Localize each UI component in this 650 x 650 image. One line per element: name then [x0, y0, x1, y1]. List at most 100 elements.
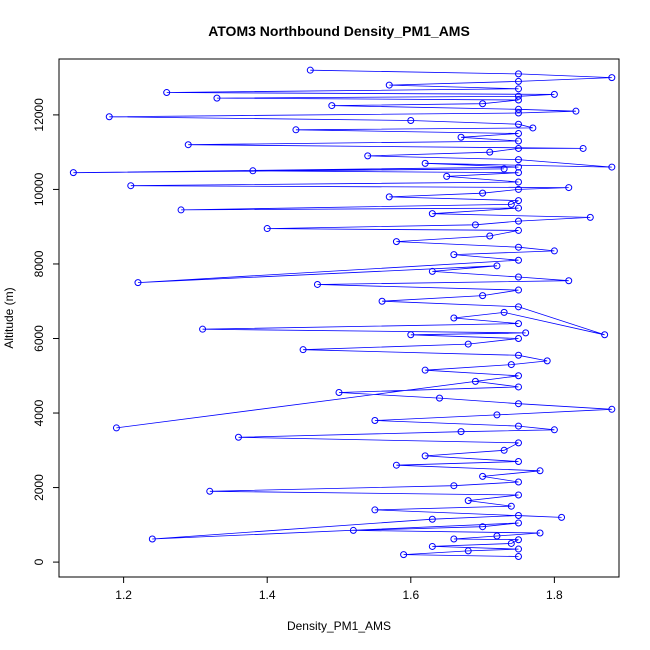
- data-point: [407, 331, 415, 339]
- data-point: [550, 426, 558, 434]
- data-point: [514, 156, 522, 164]
- data-point: [507, 539, 515, 547]
- data-point: [493, 532, 501, 540]
- data-point: [148, 535, 156, 543]
- data-point: [514, 372, 522, 380]
- data-point: [392, 238, 400, 246]
- data-point: [306, 66, 314, 74]
- data-point: [608, 405, 616, 413]
- data-point: [514, 70, 522, 78]
- data-point: [514, 383, 522, 391]
- data-point: [479, 100, 487, 108]
- data-point: [514, 197, 522, 205]
- data-point: [572, 107, 580, 115]
- data-point: [514, 400, 522, 408]
- data-point: [112, 424, 120, 432]
- data-point: [407, 116, 415, 124]
- data-point: [479, 292, 487, 300]
- data-point: [299, 346, 307, 354]
- data-point: [514, 256, 522, 264]
- data-point: [464, 497, 472, 505]
- data-point: [213, 94, 221, 102]
- data-point: [507, 502, 515, 510]
- data-point: [514, 334, 522, 342]
- data-point: [471, 377, 479, 385]
- y-tick-label: 4000: [32, 399, 46, 426]
- y-axis-label: Altitude (m): [2, 287, 16, 348]
- data-point: [514, 120, 522, 128]
- data-point: [514, 512, 522, 520]
- data-point: [378, 297, 386, 305]
- data-point: [608, 74, 616, 82]
- data-point: [134, 279, 142, 287]
- data-point: [263, 225, 271, 233]
- data-point: [199, 325, 207, 333]
- data-point: [536, 467, 544, 475]
- y-axis: 0 2000 4000 6000 8000 10000 12000: [32, 98, 60, 565]
- data-point: [249, 167, 257, 175]
- data-point: [514, 478, 522, 486]
- data-point: [514, 92, 522, 100]
- data-point: [163, 89, 171, 97]
- data-point: [522, 329, 530, 337]
- x-tick-label: 1.4: [259, 588, 276, 602]
- data-point: [371, 506, 379, 514]
- data-point: [579, 144, 587, 152]
- data-point: [177, 206, 185, 214]
- data-point: [514, 130, 522, 138]
- data-point: [608, 163, 616, 171]
- data-point: [514, 286, 522, 294]
- data-point: [514, 273, 522, 281]
- data-point: [421, 159, 429, 167]
- data-point: [550, 90, 558, 98]
- data-point: [443, 172, 451, 180]
- data-point: [493, 262, 501, 270]
- data-point: [428, 542, 436, 550]
- data-point: [479, 523, 487, 531]
- data-point: [514, 105, 522, 113]
- data-point: [565, 277, 573, 285]
- x-axis-label: Density_PM1_AMS: [287, 619, 391, 633]
- data-point: [514, 85, 522, 93]
- data-point: [514, 137, 522, 145]
- y-tick-label: 8000: [32, 250, 46, 277]
- data-point: [464, 340, 472, 348]
- y-tick-label: 10000: [32, 172, 46, 206]
- x-tick-label: 1.8: [546, 588, 563, 602]
- data-point: [514, 243, 522, 251]
- data-point: [514, 163, 522, 171]
- data-point: [514, 204, 522, 212]
- data-point: [400, 551, 408, 559]
- x-tick-label: 1.2: [115, 588, 132, 602]
- data-point: [457, 428, 465, 436]
- data-point: [514, 519, 522, 527]
- data-point: [514, 536, 522, 544]
- data-point: [392, 461, 400, 469]
- data-point: [234, 433, 242, 441]
- data-point: [328, 102, 336, 110]
- data-point: [565, 184, 573, 192]
- data-point: [500, 308, 508, 316]
- data-point: [69, 169, 77, 177]
- data-point: [536, 529, 544, 537]
- data-point: [529, 124, 537, 132]
- data-point: [105, 113, 113, 121]
- data-point: [550, 247, 558, 255]
- data-point: [184, 141, 192, 149]
- data-point: [450, 251, 458, 259]
- data-point: [514, 178, 522, 186]
- chart-title: ATOM3 Northbound Density_PM1_AMS: [208, 23, 470, 39]
- data-point: [507, 361, 515, 369]
- data-point: [514, 351, 522, 359]
- data-lines: [73, 69, 612, 557]
- y-tick-label: 0: [32, 558, 46, 565]
- data-point: [349, 526, 357, 534]
- data-point: [371, 416, 379, 424]
- data-point: [500, 165, 508, 173]
- data-point: [514, 422, 522, 430]
- y-tick-label: 2000: [32, 474, 46, 501]
- data-point: [514, 553, 522, 561]
- data-point: [127, 182, 135, 190]
- data-point: [206, 487, 214, 495]
